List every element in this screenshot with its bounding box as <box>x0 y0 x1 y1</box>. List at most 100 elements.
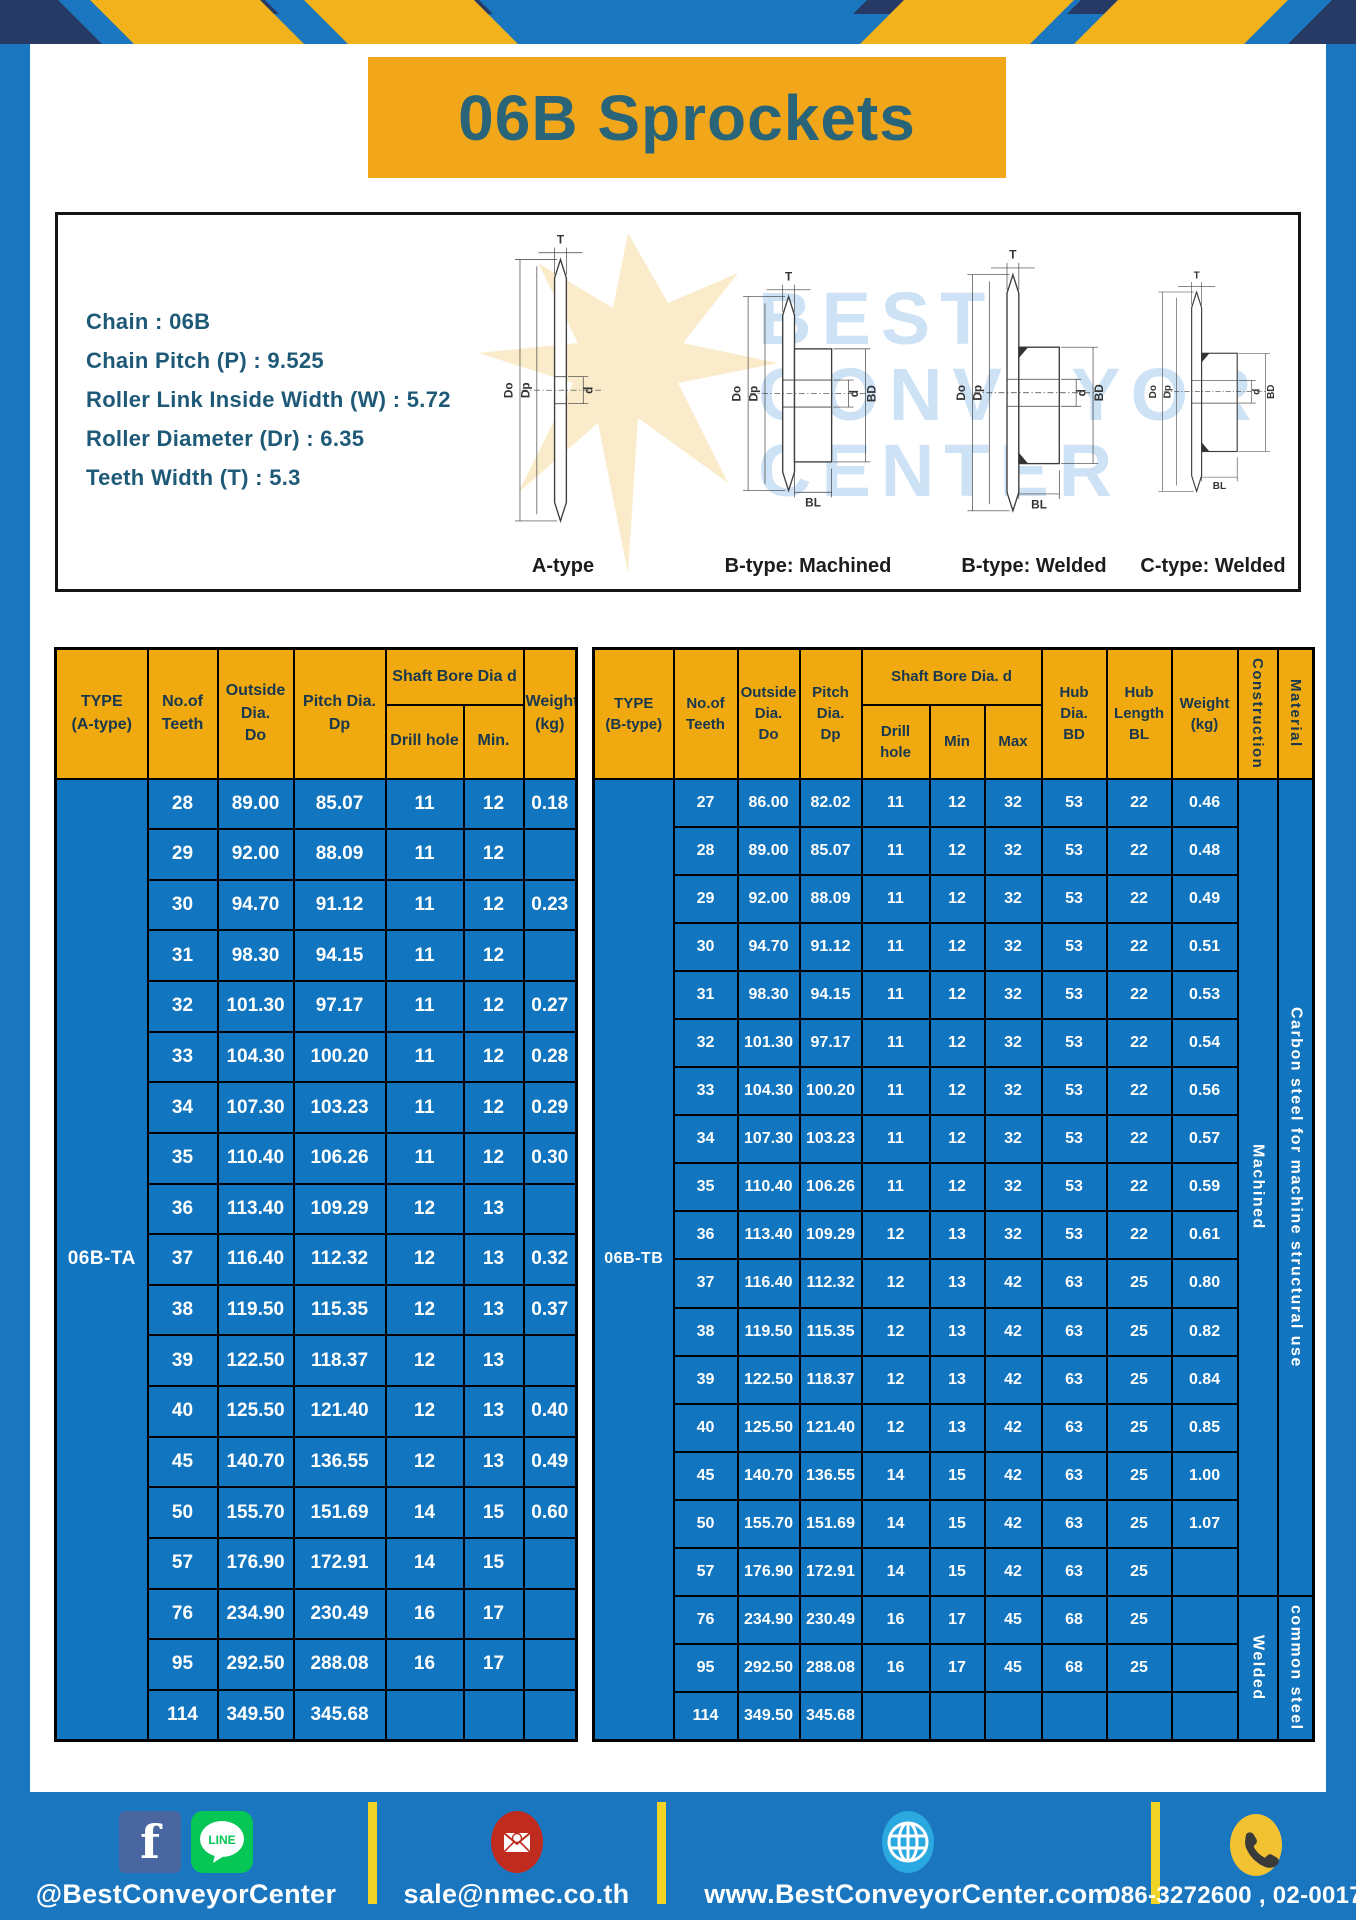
table-cell: 110.40 <box>216 1131 295 1185</box>
table-cell: 0.49 <box>522 1435 578 1489</box>
table-cell: 94.70 <box>736 921 801 972</box>
table-cell: 12 <box>462 1030 525 1084</box>
table-cell: 11 <box>860 1017 931 1069</box>
table-cell: 0.32 <box>522 1233 578 1286</box>
table-cell: 234.90 <box>736 1595 801 1646</box>
table-cell: 17 <box>462 1587 525 1641</box>
col-header-shaft-bore-group: Shaft Bore Dia. d <box>860 647 1043 706</box>
table-row: 37 116.40 112.32 12 13 42 63 25 0.80 <box>594 1258 1314 1309</box>
table-cell: 112.32 <box>292 1233 387 1286</box>
table-cell: 27 <box>672 777 739 828</box>
right-border <box>1326 0 1356 1920</box>
table-cell: 176.90 <box>216 1536 295 1590</box>
table-cell: 12 <box>384 1283 465 1337</box>
table-cell: 63 <box>1040 1402 1108 1453</box>
dim-label: Dp <box>971 385 985 401</box>
table-row: 38 119.50 115.35 12 13 0.37 <box>56 1283 578 1337</box>
table-cell: 29 <box>146 828 219 881</box>
table-cell: 25 <box>1105 1498 1173 1550</box>
table-row: 34 107.30 103.23 11 12 0.29 <box>56 1081 578 1134</box>
table-cell: 0.60 <box>522 1486 578 1539</box>
drawing-b-type-welded: T Do Dp d BD BL B-type: Welded <box>924 219 1144 581</box>
table-cell: 122.50 <box>736 1354 801 1405</box>
table-cell: 12 <box>462 980 525 1033</box>
table-cell: 42 <box>983 1402 1043 1453</box>
table-cell: 45 <box>146 1435 219 1489</box>
table-cell: 12 <box>462 828 525 881</box>
table-cell: 12 <box>384 1233 465 1286</box>
table-cell: 86.00 <box>736 777 801 828</box>
dim-label: d <box>1251 389 1262 395</box>
hazard-stripe <box>78 0 316 44</box>
facebook-icon: f <box>119 1811 181 1873</box>
construction-welded-cell: Welded <box>1236 1595 1279 1742</box>
table-cell: 37 <box>672 1258 739 1309</box>
table-cell: 121.40 <box>798 1402 863 1453</box>
table-cell: 53 <box>1040 777 1108 828</box>
table-cell: 12 <box>462 878 525 932</box>
table-cell: 91.12 <box>798 921 863 972</box>
table-cell: 40 <box>146 1385 219 1438</box>
table-cell: 82.02 <box>798 777 863 828</box>
col-header-pitch-dia: Pitch Dia. Dp <box>798 647 863 780</box>
table-cell: 12 <box>860 1354 931 1405</box>
dim-label: BD <box>1266 385 1277 399</box>
table-cell: 0.84 <box>1170 1354 1239 1405</box>
table-a-wrapper: TYPE (A-type) No.of Teeth Outside Dia. D… <box>54 647 578 1742</box>
footer-divider <box>657 1802 666 1904</box>
table-cell: 1.07 <box>1170 1498 1239 1550</box>
table-cell: 12 <box>462 777 525 831</box>
sprocket-drawing: T Do Dp d <box>501 232 602 524</box>
table-cell: 122.50 <box>216 1334 295 1387</box>
table-cell: 12 <box>928 921 986 972</box>
table-cell: 125.50 <box>216 1385 295 1438</box>
table-cell: 230.49 <box>292 1587 387 1641</box>
table-cell: 0.40 <box>522 1385 578 1438</box>
table-cell: 13 <box>462 1182 525 1236</box>
table-06b-ta: TYPE (A-type) No.of Teeth Outside Dia. D… <box>54 647 578 1742</box>
table-cell: 31 <box>146 929 219 982</box>
footer-contact-bar: f LINE @BestConveyorCenter <box>0 1792 1356 1920</box>
table-cell: 349.50 <box>736 1691 801 1742</box>
type-label-06b-tb: 06B-TB <box>592 777 675 1742</box>
table-row: 76 234.90 230.49 16 17 45 68 25 Welded common ste… <box>594 1595 1315 1742</box>
table-cell: 12 <box>928 1114 986 1165</box>
table-row: 95 292.50 288.08 16 17 <box>56 1638 578 1691</box>
col-header-weight: Weight (kg) <box>522 647 578 780</box>
table-cell <box>522 1587 578 1641</box>
footer-phone-section: 086-3272600 , 02-0017766 <box>1107 1792 1356 1920</box>
table-cell: 32 <box>983 921 1043 972</box>
table-cell: 32 <box>983 873 1043 924</box>
table-cell: 292.50 <box>736 1643 801 1694</box>
table-cell: 68 <box>1040 1595 1108 1646</box>
table-row: 36 113.40 109.29 12 13 32 53 22 0.61 <box>594 1210 1314 1261</box>
footer-email-section: sale@nmec.co.th <box>372 1792 666 1920</box>
table-cell <box>928 1691 986 1742</box>
table-cell <box>522 1334 578 1387</box>
table-cell: 292.50 <box>216 1638 295 1691</box>
table-cell: 14 <box>860 1546 931 1598</box>
spec-line: Chain Pitch (P) : 9.525 <box>86 348 324 373</box>
table-cell: 349.50 <box>216 1688 295 1742</box>
table-row: 36 113.40 109.29 12 13 <box>56 1182 578 1236</box>
table-cell: 12 <box>384 1334 465 1387</box>
table-cell: 151.69 <box>292 1486 387 1539</box>
table-cell: 15 <box>928 1450 986 1501</box>
table-cell: 288.08 <box>798 1643 863 1694</box>
table-cell: 0.37 <box>522 1283 578 1337</box>
table-cell: 16 <box>860 1595 931 1646</box>
col-header-drill-hole: Drill hole <box>860 703 931 780</box>
table-cell: 0.82 <box>1170 1306 1239 1357</box>
table-cell: 13 <box>462 1233 525 1286</box>
table-cell: 25 <box>1105 1354 1173 1405</box>
table-cell: 0.18 <box>522 777 578 831</box>
table-row: 57 176.90 172.91 14 15 42 63 25 <box>594 1546 1314 1598</box>
table-cell: 107.30 <box>216 1081 295 1134</box>
table-cell: 42 <box>983 1546 1043 1598</box>
drawing-caption: B-type: Machined <box>724 555 892 577</box>
table-cell: 33 <box>672 1066 739 1117</box>
table-cell: 97.17 <box>292 980 387 1033</box>
table-cell <box>1105 1691 1173 1742</box>
table-cell: 53 <box>1040 825 1108 876</box>
